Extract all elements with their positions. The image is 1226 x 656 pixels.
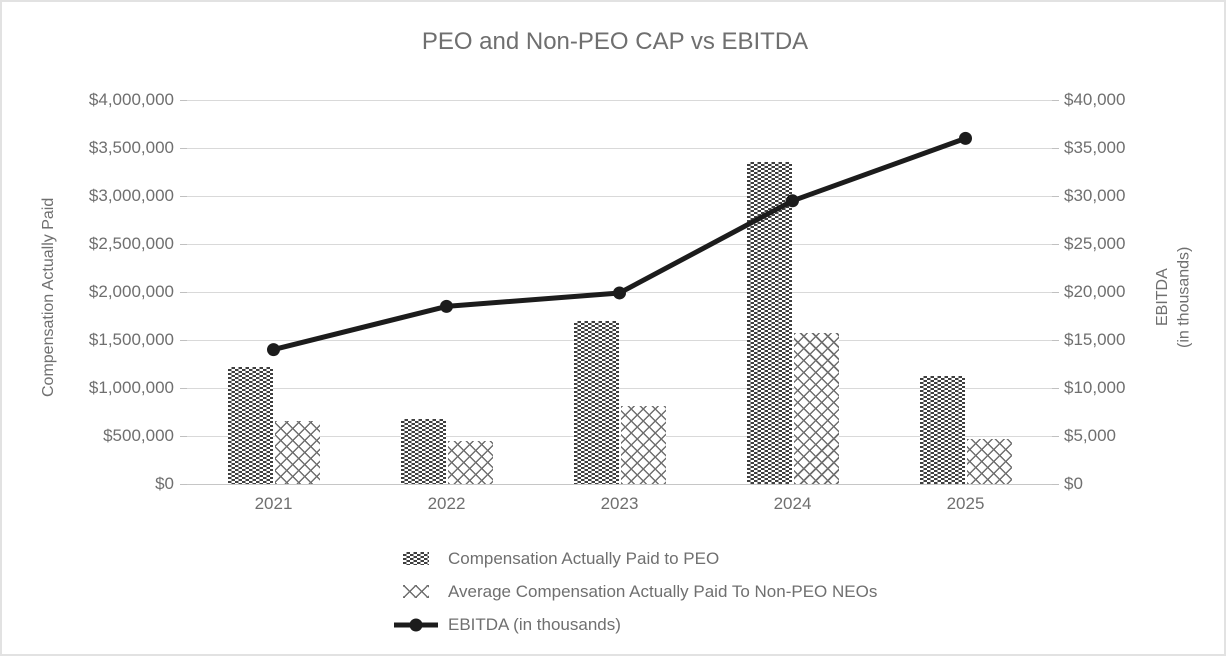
right-axis-tick-label: $15,000 <box>1064 330 1126 349</box>
axis-tick-mark <box>180 484 187 485</box>
legend-bar-swatch <box>394 552 438 565</box>
gridline <box>187 244 1052 245</box>
x-axis-labels: 2021 2022 2023 2024 2025 <box>187 494 1052 518</box>
axis-tick-mark <box>1052 484 1059 485</box>
gridline <box>187 148 1052 149</box>
gridline <box>187 436 1052 437</box>
right-axis-tick-label: $5,000 <box>1064 426 1116 445</box>
right-axis-tick-label: $35,000 <box>1064 138 1126 157</box>
axis-tick-mark <box>1052 292 1059 293</box>
axis-tick-mark <box>180 436 187 437</box>
gridline <box>187 196 1052 197</box>
ebitda-marker-2021 <box>267 343 280 357</box>
legend-item: Compensation Actually Paid to PEO <box>394 542 877 575</box>
legend: Compensation Actually Paid to PEO Average… <box>394 542 877 641</box>
left-axis-tick-label: $2,500,000 <box>88 234 174 253</box>
dark-check-pattern-icon <box>403 552 429 565</box>
ebitda-line <box>271 135 968 353</box>
x-axis-line <box>187 484 1052 485</box>
x-axis-label-2021: 2021 <box>254 494 293 513</box>
left-axis-tick-label: $2,000,000 <box>88 282 174 301</box>
left-axis-tick-label: $4,000,000 <box>88 90 174 109</box>
legend-label: Compensation Actually Paid to PEO <box>448 548 720 568</box>
legend-item: Average Compensation Actually Paid To No… <box>394 575 877 608</box>
axis-tick-mark <box>1052 436 1059 437</box>
axis-tick-mark <box>180 100 187 101</box>
left-axis-tick-label: $500,000 <box>103 426 174 445</box>
peo-cap-bar-2022 <box>400 418 446 484</box>
x-axis-label-2023: 2023 <box>600 494 639 513</box>
line-marker-icon <box>394 618 438 631</box>
peo-cap-bar-2025 <box>919 376 965 484</box>
ebitda-marker-2025 <box>959 131 972 145</box>
left-axis-tick-label: $0 <box>155 474 174 493</box>
ebitda-line-series <box>267 131 972 357</box>
right-axis-tick-label: $25,000 <box>1064 234 1126 253</box>
axis-tick-mark <box>180 148 187 149</box>
axis-tick-mark <box>1052 388 1059 389</box>
axis-tick-mark <box>1052 244 1059 245</box>
peo-cap-bar-2021 <box>227 366 273 484</box>
plot-area <box>187 100 1052 485</box>
axis-tick-mark <box>180 292 187 293</box>
right-axis-tick-labels: $40,000 $35,000 $30,000 $25,000 $20,000 $15,0… <box>1064 2 1174 654</box>
non-peo-cap-bar-2024 <box>793 332 839 484</box>
non-peo-cap-bar-2025 <box>966 438 1012 484</box>
left-axis-tick-label: $3,000,000 <box>88 186 174 205</box>
non-peo-cap-bar-2023 <box>620 406 666 484</box>
right-axis-tick-label: $40,000 <box>1064 90 1126 109</box>
non-peo-cap-bar-2022 <box>447 440 493 484</box>
right-axis-tick-label: $30,000 <box>1064 186 1126 205</box>
axis-tick-mark <box>180 340 187 341</box>
left-axis-tick-label: $1,500,000 <box>88 330 174 349</box>
right-axis-tick-label: $10,000 <box>1064 378 1126 397</box>
left-axis-tick-labels: $4,000,000 $3,500,000 $3,000,000 $2,500,000… <box>64 2 174 654</box>
chart-title: PEO and Non-PEO CAP vs EBITDA <box>421 28 809 55</box>
left-axis-tick-label: $1,000,000 <box>88 378 174 397</box>
non-peo-cap-bar-2021 <box>274 420 320 484</box>
x-axis-label-2024: 2024 <box>773 494 812 513</box>
ebitda-marker-2023 <box>613 286 626 300</box>
gridline <box>187 100 1052 101</box>
ebitda-marker-2022 <box>440 299 453 313</box>
ebitda-marker-2024 <box>786 194 799 208</box>
peo-cap-bar-2023 <box>573 320 619 484</box>
gridline <box>187 388 1052 389</box>
left-axis-tick-label: $3,500,000 <box>88 138 174 157</box>
right-axis-title-line2: (in thousands) <box>1175 246 1193 348</box>
legend-item: EBITDA (in thousands) <box>394 608 877 641</box>
left-axis-title: Compensation Actually Paid <box>40 197 57 397</box>
axis-tick-mark <box>180 244 187 245</box>
diamond-lattice-pattern-icon <box>403 585 429 598</box>
axis-tick-mark <box>180 388 187 389</box>
axis-tick-mark <box>1052 148 1059 149</box>
gridline <box>187 340 1052 341</box>
legend-label: Average Compensation Actually Paid To No… <box>448 581 878 601</box>
right-axis-tick-label: $0 <box>1064 474 1083 493</box>
right-axis-tick-label: $20,000 <box>1064 282 1126 301</box>
axis-tick-mark <box>1052 100 1059 101</box>
axis-tick-mark <box>180 196 187 197</box>
legend-label: EBITDA (in thousands) <box>448 614 621 634</box>
x-axis-label-2022: 2022 <box>427 494 466 513</box>
axis-tick-mark <box>1052 196 1059 197</box>
peo-cap-bar-2024 <box>746 162 792 484</box>
legend-bar-swatch <box>394 585 438 598</box>
legend-line-swatch <box>394 618 438 632</box>
axis-tick-mark <box>1052 340 1059 341</box>
x-axis-label-2025: 2025 <box>946 494 985 513</box>
